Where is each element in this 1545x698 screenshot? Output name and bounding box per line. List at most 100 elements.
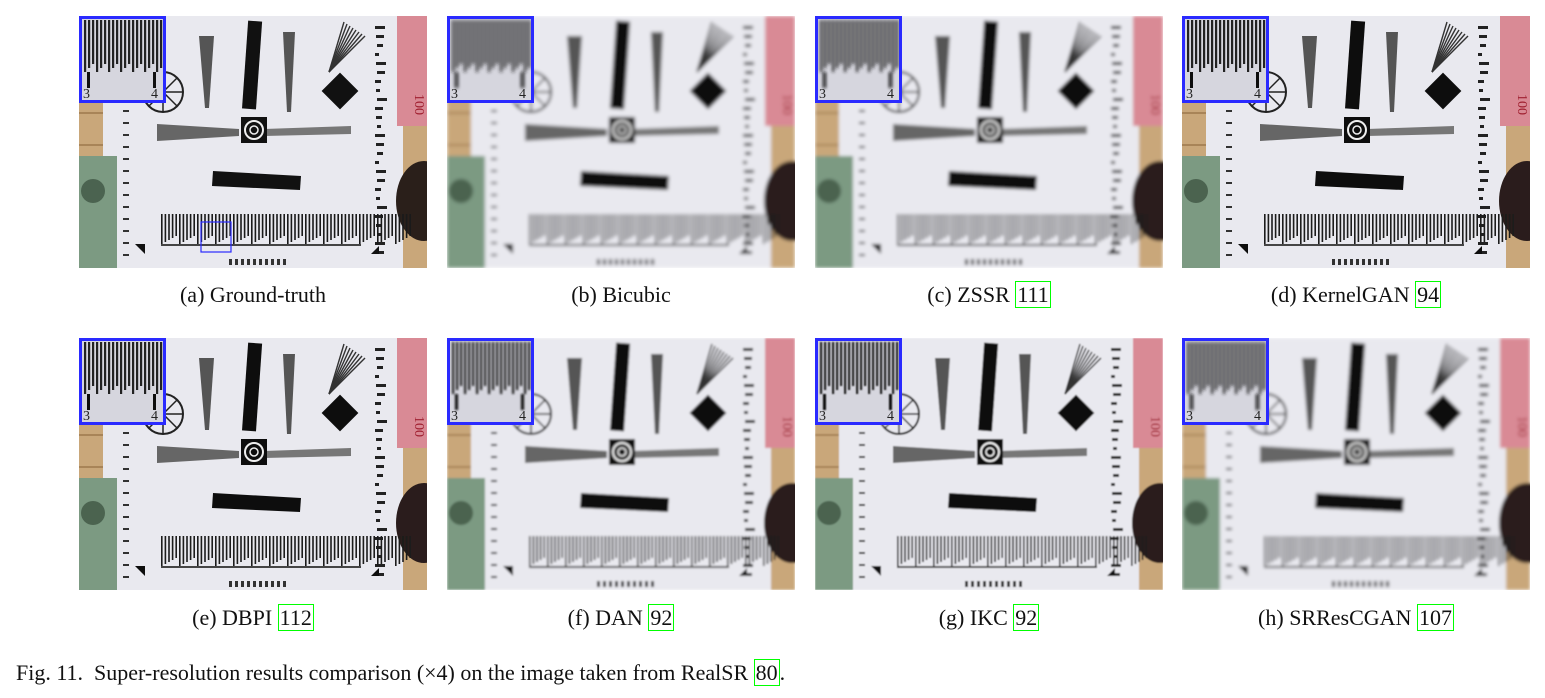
line-pair <box>1314 214 1316 236</box>
line-pair <box>1422 536 1424 558</box>
line-pair <box>1055 214 1057 236</box>
barcode-strip <box>1112 411 1116 414</box>
line-pair <box>243 536 246 560</box>
barcode-strip <box>1479 89 1483 92</box>
line-pair <box>395 214 397 244</box>
citation-link[interactable]: 111 <box>1015 281 1051 308</box>
barcode-strip <box>1479 357 1487 360</box>
inset-line-pair <box>1215 342 1218 390</box>
barcode-strip <box>1111 375 1115 378</box>
inset-label-3: 3 <box>1186 409 1193 424</box>
inset-line-pair <box>1263 342 1266 390</box>
citation-link[interactable]: 94 <box>1415 281 1442 308</box>
line-pair <box>276 214 278 240</box>
line-pair <box>1059 536 1061 566</box>
barcode-strip <box>376 62 386 65</box>
line-pair <box>1289 214 1291 240</box>
citation-link[interactable]: 112 <box>277 604 314 631</box>
barcode-strip <box>1478 161 1482 164</box>
barcode-strip <box>377 233 381 236</box>
line-pair <box>330 536 332 562</box>
inset-line-pair <box>836 20 839 68</box>
black-bar <box>610 20 631 110</box>
inset-line-pair <box>1247 342 1250 394</box>
line-pair <box>283 536 285 558</box>
line-pair <box>626 214 628 240</box>
barcode-strip <box>745 393 753 396</box>
barcode-strip <box>1113 71 1121 74</box>
barcode-strip <box>745 206 755 209</box>
black-bar <box>242 20 263 110</box>
inset-line-pair <box>880 342 883 394</box>
citation-link[interactable]: 92 <box>648 604 675 631</box>
line-pair <box>1015 536 1018 560</box>
line-pair <box>1271 214 1273 240</box>
line-pair <box>1051 214 1054 238</box>
line-pair <box>539 536 542 560</box>
inset-line-pair <box>492 20 495 68</box>
inset-line-pair <box>112 342 115 390</box>
line-pair <box>1145 214 1147 236</box>
line-pair <box>258 214 260 240</box>
line-pair <box>315 536 318 560</box>
line-pair <box>1321 214 1324 242</box>
barcode-strip <box>375 134 385 137</box>
line-pair <box>1091 214 1093 236</box>
line-pair <box>305 536 307 566</box>
inset-line-pair <box>856 20 859 72</box>
line-pair <box>1400 214 1403 238</box>
line-pair <box>961 214 964 238</box>
barcode-strip <box>1479 411 1483 414</box>
inset-line-pair <box>520 342 523 386</box>
line-pair <box>1066 536 1068 562</box>
line-pair <box>759 214 761 236</box>
inset-line-pair <box>832 342 835 394</box>
inset-line-pair <box>896 20 899 68</box>
line-pair <box>258 536 260 562</box>
inset-line-pair <box>1235 342 1238 394</box>
line-pair <box>1138 536 1140 562</box>
inset-line-pair <box>152 342 155 386</box>
barcode-strip <box>1112 35 1120 38</box>
panel-e-caption: (e) DBPI 112 <box>79 604 427 631</box>
inset-line-pair <box>108 342 111 394</box>
line-pair <box>1469 214 1471 240</box>
line-pair <box>398 536 401 564</box>
line-pair <box>554 536 556 562</box>
inset-line-pair <box>452 20 455 72</box>
line-pair <box>1127 214 1129 236</box>
barcode-strip <box>1478 510 1484 513</box>
line-pair <box>615 214 617 236</box>
inset-line-pair <box>1227 342 1230 390</box>
line-pair <box>972 536 975 564</box>
line-pair <box>1487 214 1489 240</box>
line-pair <box>918 214 921 242</box>
barcode-strip <box>377 528 387 531</box>
red-banknote <box>397 338 427 448</box>
inset-line-pair <box>124 20 127 68</box>
line-pair <box>1393 214 1396 242</box>
line-pair <box>701 214 704 238</box>
inset-line-pair <box>148 342 151 390</box>
inset-line-pair <box>844 20 847 72</box>
line-pair <box>1447 536 1450 564</box>
line-pair <box>1400 536 1403 560</box>
citation-link[interactable]: 92 <box>1013 604 1040 631</box>
barcode-strip <box>1113 125 1117 128</box>
line-pair <box>1292 536 1295 560</box>
banknote-value: 100 <box>411 416 426 437</box>
line-pair <box>915 214 917 244</box>
citation-link[interactable]: 80 <box>753 659 780 686</box>
line-pair <box>727 214 729 244</box>
line-pair <box>1411 536 1414 564</box>
citation-link[interactable]: 107 <box>1416 604 1454 631</box>
line-pair <box>1433 214 1435 240</box>
inset-line-pair <box>888 342 891 386</box>
inset-line-pair <box>488 20 491 72</box>
barcode-strip <box>745 474 751 477</box>
line-pair <box>925 214 928 238</box>
line-pair <box>568 214 571 242</box>
barcode-strip <box>375 242 385 245</box>
